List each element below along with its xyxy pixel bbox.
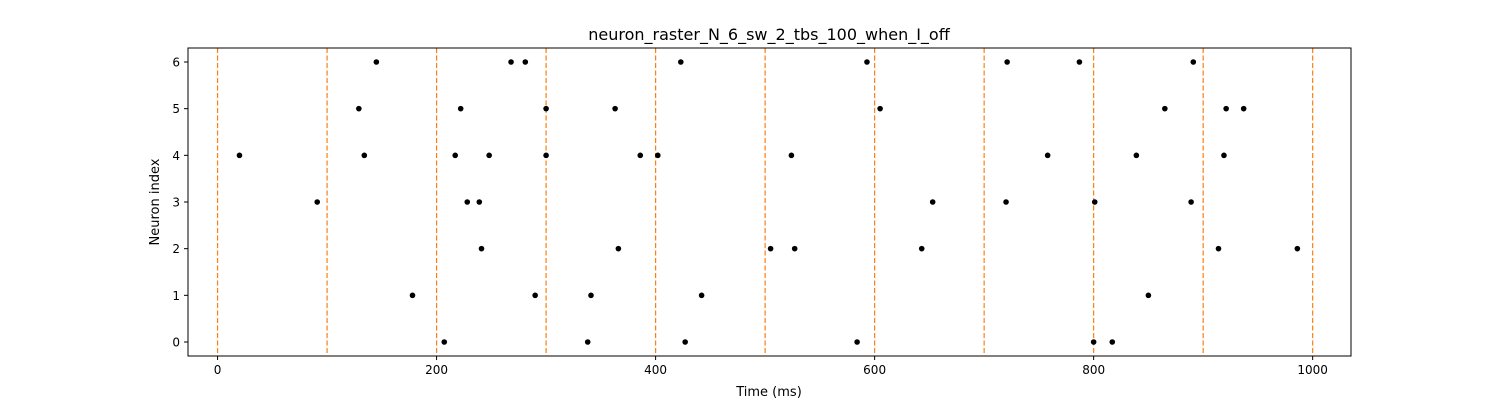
- x-tick-label-3: 600: [863, 363, 886, 377]
- y-tick-label-3: 3: [172, 196, 180, 210]
- spike-point-n4-0: [236, 152, 243, 159]
- spike-point-n4-3: [486, 152, 492, 159]
- y-tick-label-0: 0: [172, 336, 180, 350]
- spike-point-n3-1: [464, 199, 471, 205]
- spike-point-n4-7: [788, 152, 795, 159]
- spike-point-n6-4: [864, 59, 870, 65]
- spike-point-n4-2: [452, 152, 459, 159]
- x-tick-label-1: 200: [425, 363, 448, 377]
- x-axis-ticks: 0 200 400 600 800 1000: [214, 356, 1328, 377]
- spike-point-n1-3: [698, 292, 705, 299]
- spike-point-n2-4: [918, 245, 925, 252]
- spike-point-n2-1: [615, 245, 622, 252]
- spike-point-n2-5: [1215, 245, 1222, 252]
- spike-point-n0-4: [1090, 339, 1097, 345]
- spike-point-n2-0: [478, 245, 485, 252]
- x-tick-label-4: 800: [1082, 363, 1105, 377]
- spike-point-n3-6: [1188, 199, 1194, 205]
- spike-point-n2-6: [1294, 245, 1301, 252]
- spike-point-n6-3: [677, 59, 684, 65]
- spike-point-n3-3: [929, 199, 936, 205]
- spike-point-n5-6: [1223, 105, 1229, 112]
- y-axis-label: Neuron index: [148, 158, 163, 245]
- spike-point-n2-2: [767, 245, 774, 252]
- spike-point-n4-9: [1133, 152, 1140, 159]
- spike-point-n6-0: [373, 59, 380, 65]
- spike-point-n5-0: [356, 105, 362, 112]
- spike-point-n3-5: [1091, 199, 1098, 205]
- y-tick-label-2: 2: [172, 242, 180, 256]
- spike-point-n5-5: [1162, 105, 1168, 112]
- spike-point-n4-6: [654, 152, 661, 159]
- chart-title: neuron_raster_N_6_sw_2_tbs_100_when_I_of…: [588, 25, 950, 45]
- spike-point-n6-7: [1190, 59, 1197, 65]
- x-tick-label-2: 400: [644, 363, 667, 377]
- spike-point-n0-3: [854, 339, 860, 345]
- y-tick-label-1: 1: [172, 289, 180, 303]
- y-tick-label-5: 5: [172, 102, 180, 116]
- spike-points: [236, 59, 1301, 345]
- spike-point-n3-2: [476, 199, 483, 205]
- x-tick-label-5: 1000: [1297, 363, 1328, 377]
- spike-point-n6-1: [508, 59, 514, 65]
- spike-point-n5-3: [612, 105, 618, 112]
- y-axis-ticks: 0 1 2 3 4 5 6: [172, 56, 188, 350]
- spike-point-n4-8: [1044, 152, 1051, 159]
- x-tick-label-0: 0: [214, 363, 222, 377]
- spike-point-n5-1: [457, 105, 464, 112]
- spike-point-n4-10: [1221, 152, 1227, 159]
- spike-point-n6-6: [1076, 59, 1083, 65]
- spike-point-n5-7: [1240, 105, 1247, 112]
- spike-point-n1-1: [532, 292, 538, 299]
- spike-point-n0-5: [1109, 339, 1116, 345]
- y-tick-label-4: 4: [172, 149, 180, 163]
- spike-point-n4-1: [361, 152, 368, 159]
- spike-point-n0-0: [441, 339, 448, 345]
- spike-point-n6-2: [522, 59, 529, 65]
- spike-point-n0-1: [584, 339, 591, 345]
- spike-point-n5-4: [877, 105, 883, 112]
- spike-point-n4-5: [637, 152, 644, 159]
- spike-point-n1-0: [409, 292, 416, 299]
- spike-point-n6-5: [1004, 59, 1010, 65]
- spike-point-n3-4: [1003, 199, 1009, 205]
- x-axis-label: Time (ms): [735, 385, 802, 400]
- spike-point-n1-2: [588, 292, 594, 299]
- spike-point-n0-2: [682, 339, 688, 345]
- spike-point-n4-4: [543, 152, 549, 159]
- spike-point-n1-4: [1145, 292, 1152, 299]
- spike-point-n3-0: [314, 199, 321, 205]
- y-tick-label-6: 6: [172, 56, 180, 70]
- spike-point-n2-3: [791, 245, 798, 252]
- spike-point-n5-2: [543, 105, 549, 112]
